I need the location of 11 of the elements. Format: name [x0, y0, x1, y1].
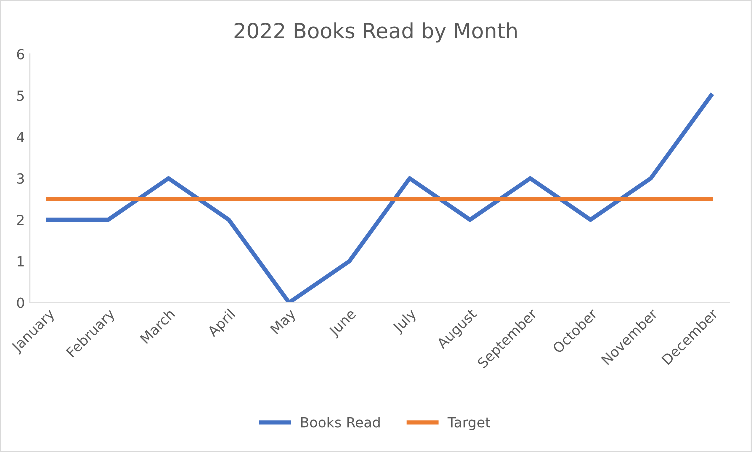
- y-tick-label: 2: [17, 214, 24, 226]
- chart-title: 2022 Books Read by Month: [234, 22, 517, 43]
- y-tick-label: 4: [17, 132, 24, 142]
- legend-label: Target: [448, 417, 490, 430]
- legend-label: Books Read: [301, 417, 380, 428]
- y-tick-label: 3: [17, 174, 24, 184]
- y-tick-label: 6: [17, 49, 24, 60]
- y-tick-label: 1: [18, 256, 24, 267]
- y-tick-label: 0: [17, 298, 24, 308]
- y-tick-label: 5: [17, 90, 24, 102]
- line-series: [46, 94, 714, 303]
